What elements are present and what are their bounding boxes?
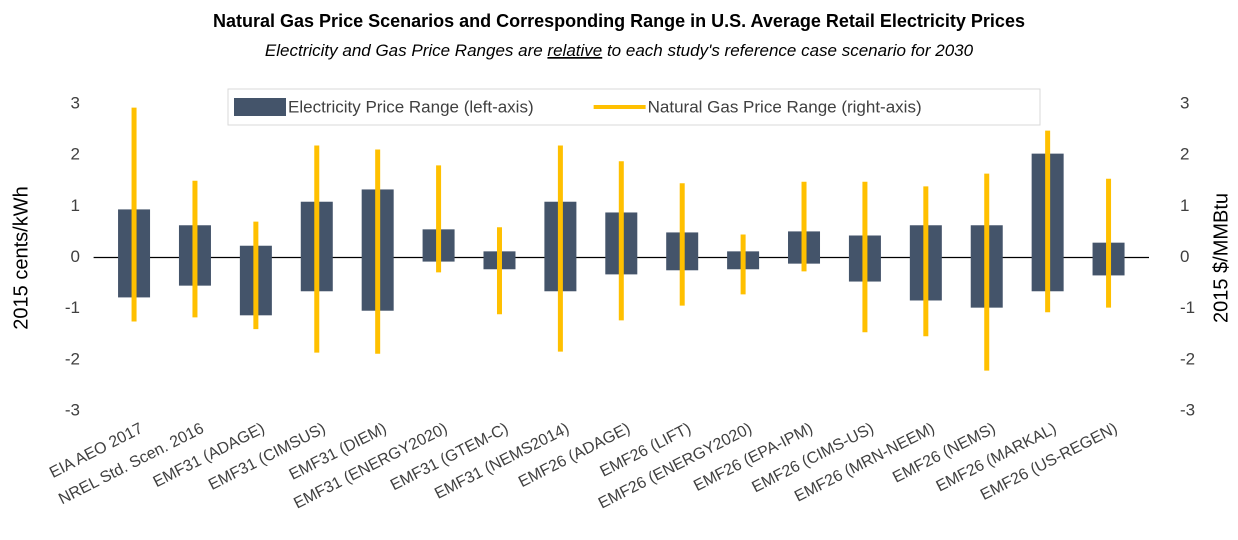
y2-tick-label: -2 (1180, 349, 1195, 368)
legend-label: Electricity Price Range (left-axis) (288, 97, 534, 116)
y-tick-label: 0 (71, 247, 80, 266)
y-tick-label: -3 (65, 400, 80, 419)
chart-subtitle: Electricity and Gas Price Ranges are rel… (265, 41, 974, 60)
y-tick-label: -2 (65, 349, 80, 368)
legend-swatch (234, 98, 286, 116)
y-axis-title: 2015 cents/kWh (10, 186, 32, 329)
legend-label: Natural Gas Price Range (right-axis) (648, 97, 922, 116)
y2-tick-label: -3 (1180, 400, 1195, 419)
y2-axis-title: 2015 $/MMBtu (1210, 193, 1232, 323)
y2-tick-label: 2 (1180, 145, 1189, 164)
y2-tick-label: 0 (1180, 247, 1189, 266)
subtitle-part: Electricity and Gas Price Ranges are (265, 41, 548, 60)
y-tick-label: -1 (65, 298, 80, 317)
y-tick-label: 1 (71, 196, 80, 215)
y-tick-label: 2 (71, 145, 80, 164)
y-tick-label: 3 (71, 93, 80, 112)
subtitle-part: relative (547, 41, 602, 60)
y2-tick-label: 3 (1180, 93, 1189, 112)
y2-tick-label: -1 (1180, 298, 1195, 317)
y2-tick-label: 1 (1180, 196, 1189, 215)
chart-title: Natural Gas Price Scenarios and Correspo… (213, 11, 1025, 31)
subtitle-part: to each study's reference case scenario … (602, 41, 973, 60)
